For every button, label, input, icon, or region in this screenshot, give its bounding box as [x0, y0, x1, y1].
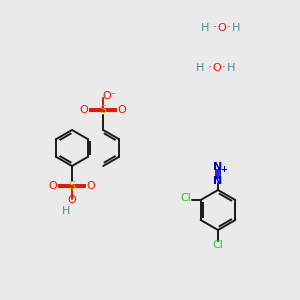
Text: +: +: [220, 164, 227, 173]
Text: H: H: [232, 23, 240, 33]
Text: O: O: [68, 195, 76, 205]
Text: ·: ·: [227, 22, 231, 34]
Text: S: S: [100, 105, 107, 115]
Text: H: H: [62, 206, 70, 216]
Text: H: H: [201, 23, 209, 33]
Text: Cl: Cl: [213, 240, 224, 250]
Text: H: H: [227, 63, 235, 73]
Text: ·: ·: [213, 22, 217, 34]
Text: N: N: [213, 176, 223, 186]
Text: O: O: [80, 105, 88, 115]
Text: H: H: [196, 63, 204, 73]
Text: Cl: Cl: [180, 193, 191, 203]
Text: N: N: [213, 162, 223, 172]
Text: O: O: [103, 91, 112, 101]
Text: ·: ·: [208, 61, 212, 74]
Text: O: O: [218, 23, 226, 33]
Text: ·: ·: [222, 61, 226, 74]
Text: O: O: [118, 105, 127, 115]
Text: O: O: [87, 181, 95, 191]
Text: O: O: [49, 181, 57, 191]
Text: O: O: [213, 63, 221, 73]
Text: S: S: [68, 181, 76, 191]
Text: ⁻: ⁻: [111, 91, 116, 101]
